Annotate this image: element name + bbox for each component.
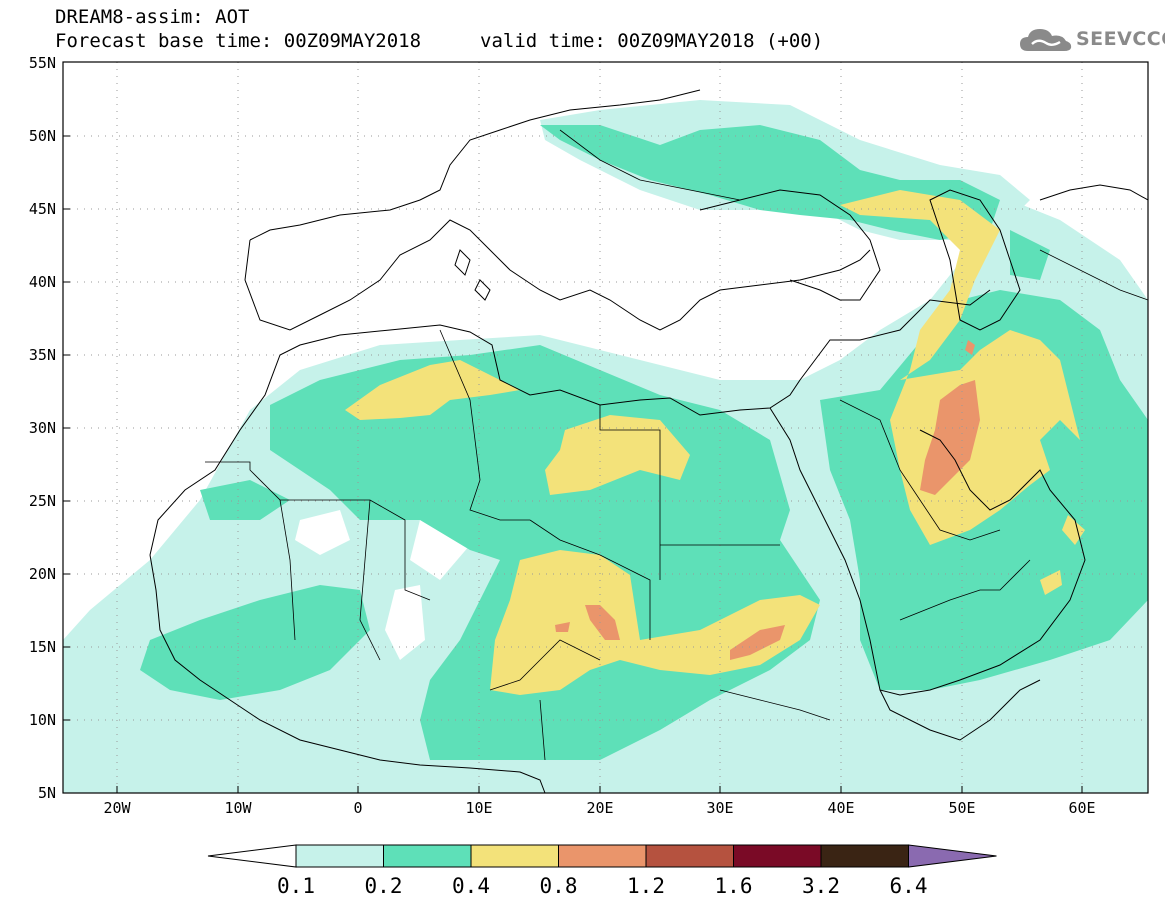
lon-label: 10E [465,799,492,817]
colorbar-box [645,844,734,868]
lon-label: 30E [706,799,733,817]
coastlines [149,89,1148,793]
lon-label: 50E [948,799,975,817]
lon-label: 60E [1068,799,1095,817]
lon-label: 10W [224,799,252,817]
colorbar-box [820,844,909,868]
colorbar-label: 3.2 [802,874,840,898]
aot-level-0.4 [345,190,1085,695]
colorbar-label: 0.2 [365,874,403,898]
map-title: DREAM8-assim: AOT [55,6,250,28]
lon-labels: 20W 10W 0 10E 20E 30E 40E 50E 60E [103,799,1095,817]
colorbar-box [470,844,559,868]
lon-label: 20W [103,799,131,817]
lon-label: 20E [586,799,613,817]
colorbar-label: 1.6 [715,874,753,898]
aot-field [63,62,1148,793]
colorbar-label: 1.2 [627,874,665,898]
lat-label: 40N [29,273,56,291]
graticule [63,62,1148,793]
colorbar-over-arrow [908,844,997,868]
colorbar-labels: 0.1 0.2 0.4 0.8 1.2 1.6 3.2 6.4 [277,874,927,898]
lat-label: 45N [29,200,56,218]
seevccc-logo: SEEVCCC [1018,24,1165,56]
lat-label: 25N [29,492,56,510]
forecast-base-time: Forecast base time: 00Z09MAY2018 [55,30,422,52]
lat-label: 5N [38,784,56,802]
lon-label: 0 [353,799,362,817]
colorbar-label: 6.4 [890,874,928,898]
colorbar-box [733,844,822,868]
ticks [63,135,1083,793]
cloud-icon [1020,29,1072,51]
colorbar-box [558,844,647,868]
colorbar-boxes [207,844,997,868]
lon-label: 40E [827,799,854,817]
borders [205,129,1148,761]
logo-text: SEEVCCC [1076,28,1165,50]
colorbar-label: 0.1 [277,874,315,898]
valid-time: valid time: 00Z09MAY2018 (+00) [480,30,824,52]
lat-label: 15N [29,638,56,656]
colorbar-under-arrow [207,844,297,868]
colorbar-box [295,844,384,868]
colorbar-label: 0.8 [540,874,578,898]
lat-label: 20N [29,565,56,583]
lat-label: 50N [29,127,56,145]
lat-label: 30N [29,419,56,437]
colorbar-box [383,844,472,868]
colorbar-label: 0.4 [452,874,490,898]
lat-label: 10N [29,711,56,729]
lat-label: 55N [29,54,56,72]
aot-level-0.8 [555,340,980,660]
lat-labels: 55N 50N 45N 40N 35N 30N 25N 20N 15N 10N … [29,54,56,802]
lat-label: 35N [29,346,56,364]
